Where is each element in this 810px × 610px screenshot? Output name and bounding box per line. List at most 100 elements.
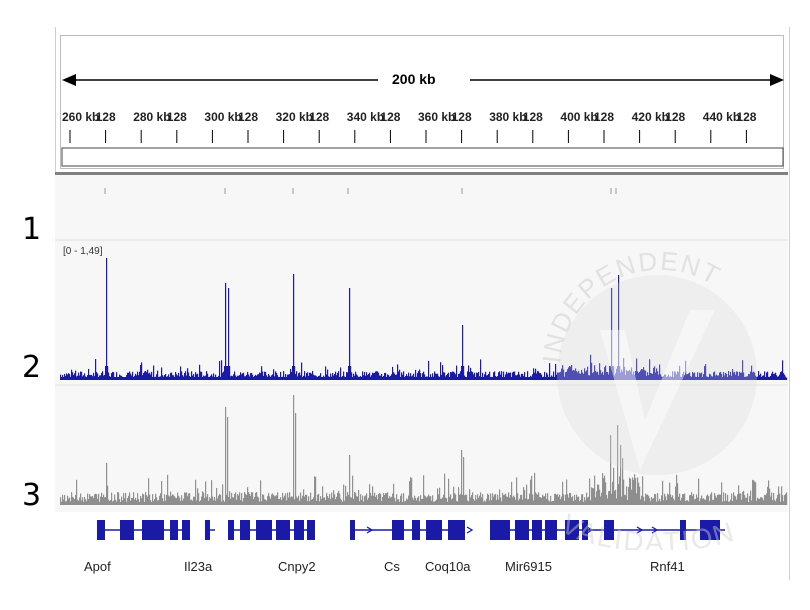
track-3-bar <box>523 487 525 505</box>
track-3-bar <box>326 492 328 505</box>
track-2-bar <box>700 373 702 380</box>
track-2-bar <box>440 362 442 380</box>
track-3-bar <box>83 501 85 505</box>
track-3-bar <box>230 498 232 505</box>
track-2-bar <box>561 368 563 380</box>
track-2-bar <box>621 369 623 380</box>
track-3-bar <box>303 489 305 505</box>
track-3-bar <box>465 494 467 505</box>
track-3-bar <box>380 493 382 505</box>
track-3-bar <box>63 499 65 505</box>
track-3-bar <box>246 495 248 505</box>
track-3-bar <box>775 501 777 505</box>
track-3-bar <box>673 498 675 505</box>
track-2-bar <box>605 365 607 380</box>
track-3-bar <box>778 486 780 505</box>
track-3-bar <box>113 500 115 505</box>
track-2-bar <box>221 360 223 380</box>
track-2-bar <box>601 373 603 380</box>
track-3-bar <box>157 500 159 505</box>
track-3-bar <box>199 501 201 505</box>
track-3-bar <box>264 499 266 505</box>
track-3-bar <box>176 498 178 505</box>
track-3-bar <box>209 497 211 505</box>
track-2-bar <box>627 371 629 380</box>
track-2-bar <box>397 364 399 380</box>
track-2-bar <box>273 369 275 380</box>
track-3-bar <box>356 496 358 505</box>
track-2-bar <box>613 366 615 380</box>
track-2-bar <box>739 371 741 380</box>
track-3-bar <box>240 499 242 505</box>
ruler-tick-label: 128 <box>380 110 401 124</box>
track-3-bar <box>247 487 249 505</box>
track-3-bar <box>379 493 381 505</box>
track-2-bar <box>750 371 752 380</box>
track-3-bar <box>261 501 263 505</box>
track-3-bar <box>719 494 721 505</box>
track-3-bar <box>337 492 339 505</box>
track-2-bar <box>587 366 589 380</box>
track-2-bar <box>597 371 599 380</box>
track-3-bar <box>443 494 445 505</box>
track-3-bar <box>127 498 129 505</box>
track-2-bar <box>422 373 424 380</box>
track-2-bar <box>145 371 147 380</box>
track-3-bar <box>627 500 629 505</box>
track-2-bar <box>346 372 348 380</box>
track-3-bar <box>534 472 536 505</box>
track-3-bar <box>544 496 546 505</box>
track-label-1: 1 <box>22 212 42 247</box>
track-3-bar <box>272 493 274 505</box>
track-2-bar <box>760 373 762 380</box>
track-3-bar <box>739 493 741 505</box>
track-3-bar <box>418 496 420 505</box>
track-2-bar <box>655 372 657 380</box>
track-3-bar <box>262 494 264 505</box>
track-3-bar <box>768 480 770 505</box>
track-2-bar <box>250 373 252 380</box>
track-3-bar <box>96 494 98 505</box>
track-3-bar <box>579 501 581 505</box>
track-3-bar <box>210 498 212 505</box>
track-2-bar <box>195 372 197 380</box>
track-3-bar <box>690 494 692 505</box>
track-3-bar <box>77 499 79 505</box>
track-2-bar <box>268 373 270 380</box>
ruler-tick-label: 400 kb <box>560 110 598 124</box>
track-2-bar <box>737 371 739 380</box>
track-2-bar <box>741 372 743 380</box>
track-3-bar <box>575 499 577 505</box>
track-3-bar <box>398 499 400 505</box>
track-3-bar <box>213 500 215 505</box>
track-3-bar <box>416 500 418 505</box>
track-3-bar <box>568 497 570 505</box>
track-3-bar <box>131 497 133 505</box>
track-2-bar <box>111 373 113 380</box>
track-2-bar <box>184 372 186 380</box>
track-3-bar <box>203 492 205 505</box>
track-3-bar <box>363 501 365 505</box>
track-3-bar <box>676 474 678 505</box>
track-3-bar <box>361 499 363 505</box>
track-3-bar <box>208 500 210 505</box>
track-3-bar <box>686 500 688 505</box>
ruler-tick-label: 320 kb <box>275 110 313 124</box>
track-2-bar <box>643 367 645 380</box>
track-2-bar <box>713 372 715 380</box>
track-2-bar <box>733 372 735 380</box>
track-3-bar <box>91 496 93 505</box>
track-3-bar <box>633 479 635 505</box>
track-3-bar <box>454 493 456 505</box>
track-3-bar <box>237 494 239 505</box>
track-2-bar <box>265 371 267 380</box>
track-3-bar <box>560 499 562 505</box>
track-3-bar <box>123 492 125 505</box>
track-3-bar <box>153 500 155 505</box>
track-3-bar <box>291 496 293 505</box>
track-3-bar <box>174 496 176 505</box>
track-3-bar <box>102 497 104 505</box>
track-3-bar <box>680 500 682 505</box>
track-3-bar <box>654 493 656 505</box>
track-3-bar <box>359 501 361 505</box>
